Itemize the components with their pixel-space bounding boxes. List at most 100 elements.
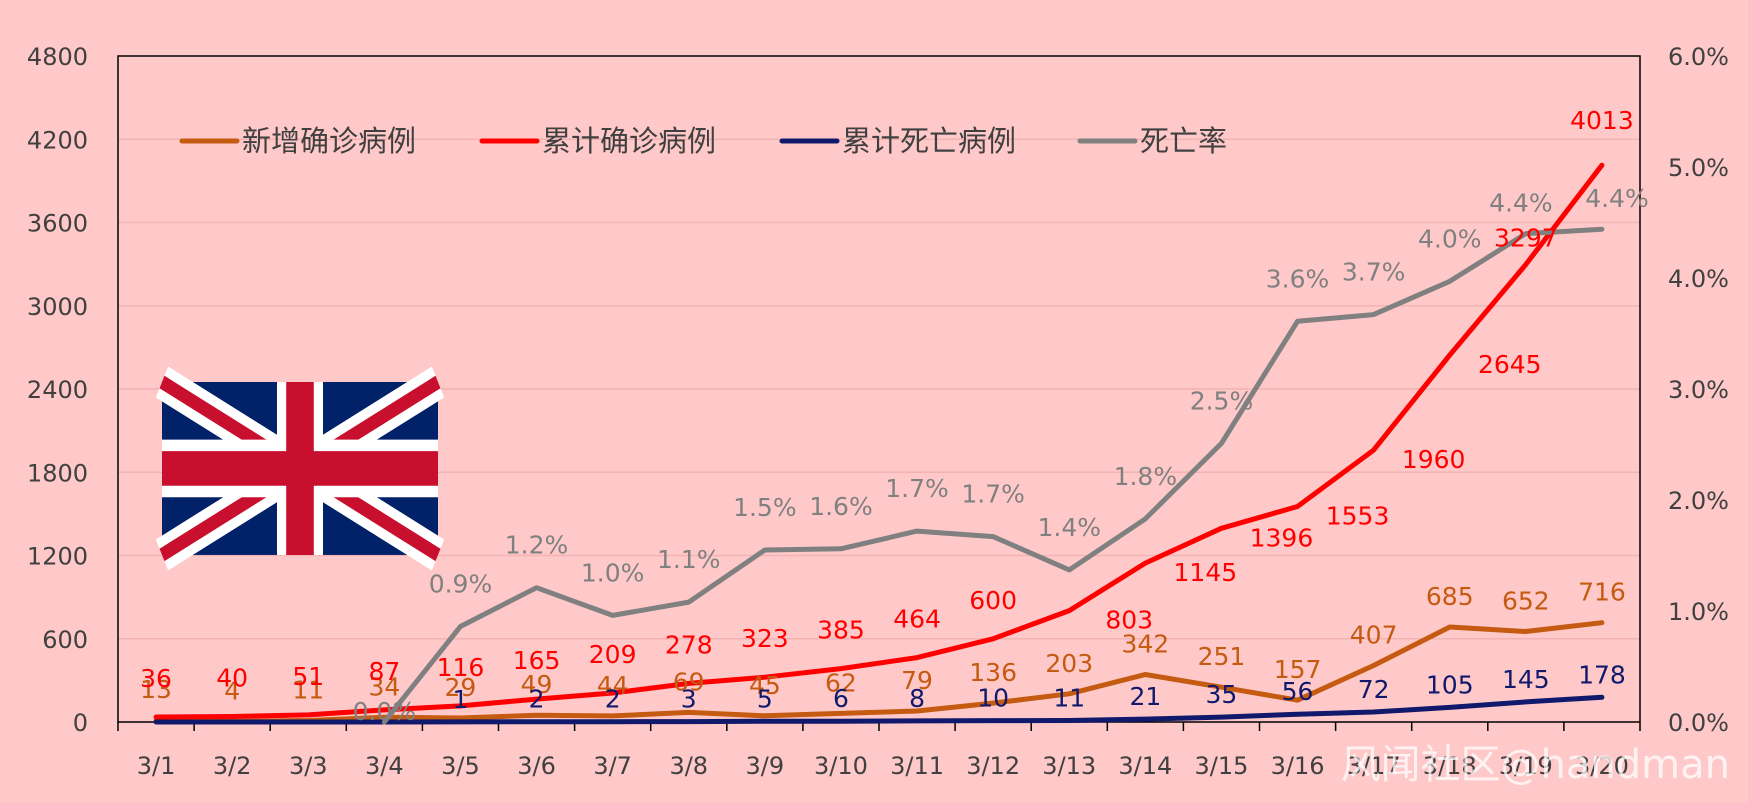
y-tick-label: 2400 <box>27 376 88 404</box>
x-tick-label: 3/6 <box>517 752 556 780</box>
y-tick-label: 1800 <box>27 459 88 487</box>
data-label-series-0: 251 <box>1198 642 1246 671</box>
y2-tick-label: 3.0% <box>1668 376 1729 404</box>
data-label-series-2: 1 <box>452 685 468 714</box>
data-label-series-3: 4.4% <box>1489 189 1553 218</box>
data-label-series-0: 4 <box>224 676 240 705</box>
data-label-series-1: 2645 <box>1478 350 1542 379</box>
x-tick-label: 3/5 <box>441 752 480 780</box>
data-label-series-1: 385 <box>817 616 865 645</box>
data-label-series-1: 87 <box>368 657 400 686</box>
x-tick-label: 3/19 <box>1499 752 1553 780</box>
data-label-series-0: 79 <box>901 666 933 695</box>
data-label-series-1: 1553 <box>1326 502 1390 531</box>
data-label-series-3: 1.7% <box>885 474 949 503</box>
data-label-series-0: 44 <box>597 671 629 700</box>
x-tick-label: 3/7 <box>593 752 632 780</box>
data-label-series-1: 116 <box>437 653 485 682</box>
data-label-series-2: 178 <box>1578 660 1626 689</box>
x-tick-label: 3/20 <box>1575 752 1629 780</box>
data-label-series-1: 600 <box>969 586 1017 615</box>
data-label-series-3: 1.6% <box>809 492 873 521</box>
y2-tick-label: 5.0% <box>1668 154 1729 182</box>
data-label-series-0: 69 <box>673 667 705 696</box>
y2-tick-label: 0.0% <box>1668 709 1729 737</box>
data-label-series-1: 51 <box>292 662 324 691</box>
y2-tick-label: 1.0% <box>1668 598 1729 626</box>
data-label-series-3: 1.2% <box>505 531 569 560</box>
y2-tick-label: 6.0% <box>1668 43 1729 71</box>
data-label-series-0: 29 <box>445 673 477 702</box>
legend-label: 死亡率 <box>1140 124 1227 158</box>
x-tick-label: 3/14 <box>1118 752 1172 780</box>
data-label-series-2: 72 <box>1358 675 1390 704</box>
uk-flag <box>155 366 445 571</box>
x-tick-label: 3/9 <box>746 752 785 780</box>
y-tick-label: 0 <box>73 709 88 737</box>
data-label-series-3: 1.0% <box>581 558 645 587</box>
y-tick-label: 3000 <box>27 293 88 321</box>
data-label-series-1: 4013 <box>1570 106 1634 135</box>
data-label-series-2: 6 <box>833 684 849 713</box>
data-label-series-0: 34 <box>368 672 400 701</box>
x-tick-label: 3/12 <box>966 752 1020 780</box>
watermark: 风闻社区@handman <box>1341 742 1730 788</box>
data-label-series-2: 10 <box>977 684 1009 713</box>
data-label-series-3: 4.0% <box>1418 224 1482 253</box>
x-tick-label: 3/17 <box>1347 752 1401 780</box>
data-label-series-2: 21 <box>1129 682 1161 711</box>
x-tick-label: 3/2 <box>213 752 252 780</box>
legend-label: 累计确诊病例 <box>542 124 716 158</box>
x-tick-label: 3/13 <box>1042 752 1096 780</box>
y-tick-label: 4800 <box>27 43 88 71</box>
y-tick-label: 600 <box>42 626 88 654</box>
axes: 0 600 1200 1800 2400 3000 3600 4200 4800 0.0% 1.0%… <box>27 43 1729 780</box>
x-tick-label: 3/8 <box>669 752 708 780</box>
data-label-series-3: 1.5% <box>733 493 797 522</box>
data-label-series-0: 45 <box>749 671 781 700</box>
data-label-series-2: 105 <box>1426 670 1474 699</box>
x-tick-label: 3/1 <box>137 752 176 780</box>
data-label-series-3: 1.7% <box>961 480 1025 509</box>
data-label-series-1: 1396 <box>1250 523 1314 552</box>
data-label-series-1: 165 <box>513 646 561 675</box>
data-label-series-0: 203 <box>1045 649 1093 678</box>
legend: 新增确诊病例 累计确诊病例 累计死亡病例 死亡率 <box>179 124 1227 158</box>
y-tick-label: 3600 <box>27 210 88 238</box>
data-label-series-3: 3.6% <box>1266 264 1330 293</box>
y-tick-label: 1200 <box>27 543 88 571</box>
data-label-series-2: 56 <box>1282 677 1314 706</box>
legend-label: 累计死亡病例 <box>842 124 1016 158</box>
x-tick-label: 3/15 <box>1194 752 1248 780</box>
data-label-series-3: 3.7% <box>1342 258 1406 287</box>
data-label-series-0: 13 <box>140 675 172 704</box>
y2-tick-label: 4.0% <box>1668 265 1729 293</box>
data-label-series-2: 35 <box>1206 680 1238 709</box>
data-label-series-0: 136 <box>969 658 1017 687</box>
data-label-series-1: 3297 <box>1494 224 1558 253</box>
x-tick-label: 3/3 <box>289 752 328 780</box>
data-label-series-2: 2 <box>605 685 621 714</box>
data-label-series-1: 323 <box>741 624 789 653</box>
data-label-series-1: 1960 <box>1402 445 1466 474</box>
legend-label: 新增确诊病例 <box>242 124 416 158</box>
x-tick-label: 3/18 <box>1423 752 1477 780</box>
y-tick-label: 4200 <box>27 126 88 154</box>
data-label-series-1: 464 <box>893 605 941 634</box>
data-label-series-3: 1.8% <box>1114 462 1178 491</box>
data-label-series-0: 685 <box>1426 582 1474 611</box>
data-label-series-0: 49 <box>521 670 553 699</box>
data-label-series-3: 2.5% <box>1190 386 1254 415</box>
series-line-2 <box>153 694 1605 725</box>
data-label-series-3: 0.9% <box>429 570 493 599</box>
data-label-series-2: 5 <box>757 684 773 713</box>
data-label-series-1: 209 <box>589 640 637 669</box>
x-tick-label: 3/16 <box>1271 752 1325 780</box>
data-label-series-2: 11 <box>1053 683 1085 712</box>
data-label-series-0: 11 <box>292 675 324 704</box>
series <box>153 162 1605 725</box>
x-tick-label: 3/4 <box>365 752 404 780</box>
data-label-series-1: 1145 <box>1174 558 1238 587</box>
data-label-series-3: 4.4% <box>1585 184 1649 213</box>
